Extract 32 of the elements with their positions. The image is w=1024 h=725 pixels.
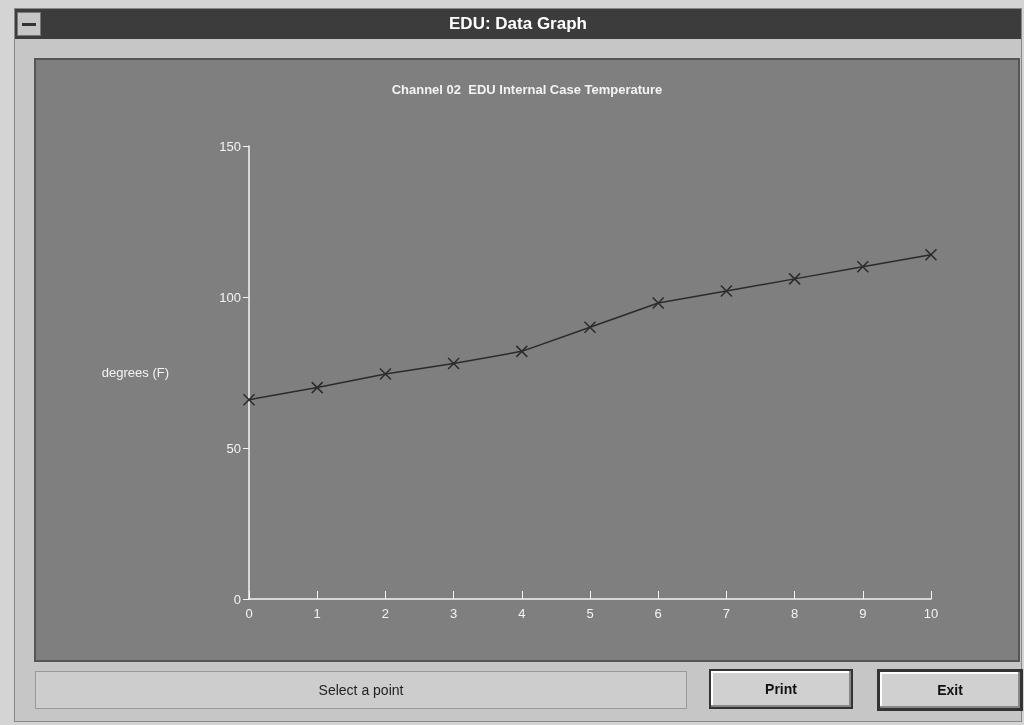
text: Exit	[877, 669, 1023, 711]
text: Print	[709, 669, 853, 709]
x-tick-label: 4	[518, 606, 526, 621]
x-tick-label: 5	[586, 606, 594, 621]
x-tick-label: 1	[313, 606, 321, 621]
point	[788, 272, 801, 286]
x-tick-label: 9	[859, 606, 867, 621]
y-axis-title: degrees (F)	[101, 365, 169, 380]
point	[242, 393, 256, 406]
y-tick-label: 150	[219, 138, 241, 154]
text: Select a point	[35, 671, 687, 709]
point	[583, 320, 597, 334]
point	[447, 357, 460, 370]
y-tick-label: 100	[219, 289, 241, 305]
point	[720, 284, 733, 298]
x-tick-label: 0	[245, 606, 253, 621]
x-tick-label: 7	[722, 606, 731, 621]
text: EDU: Data Graph	[449, 14, 587, 33]
x-tick-label: 6	[654, 606, 662, 621]
point	[379, 367, 392, 381]
x-tick-label: 8	[790, 606, 799, 621]
point	[924, 248, 938, 261]
chart-title: Channel 02 EDU Internal Case Temperature	[391, 82, 663, 97]
y-tick-label: 0	[233, 591, 241, 607]
y-tick-label: 50	[226, 440, 241, 456]
x-tick-label: 3	[449, 606, 458, 621]
point	[310, 381, 324, 394]
point	[515, 345, 529, 358]
x-tick-label: 2	[381, 606, 390, 621]
point	[651, 296, 665, 310]
x-tick-label: 10	[923, 606, 939, 621]
point	[856, 260, 870, 274]
